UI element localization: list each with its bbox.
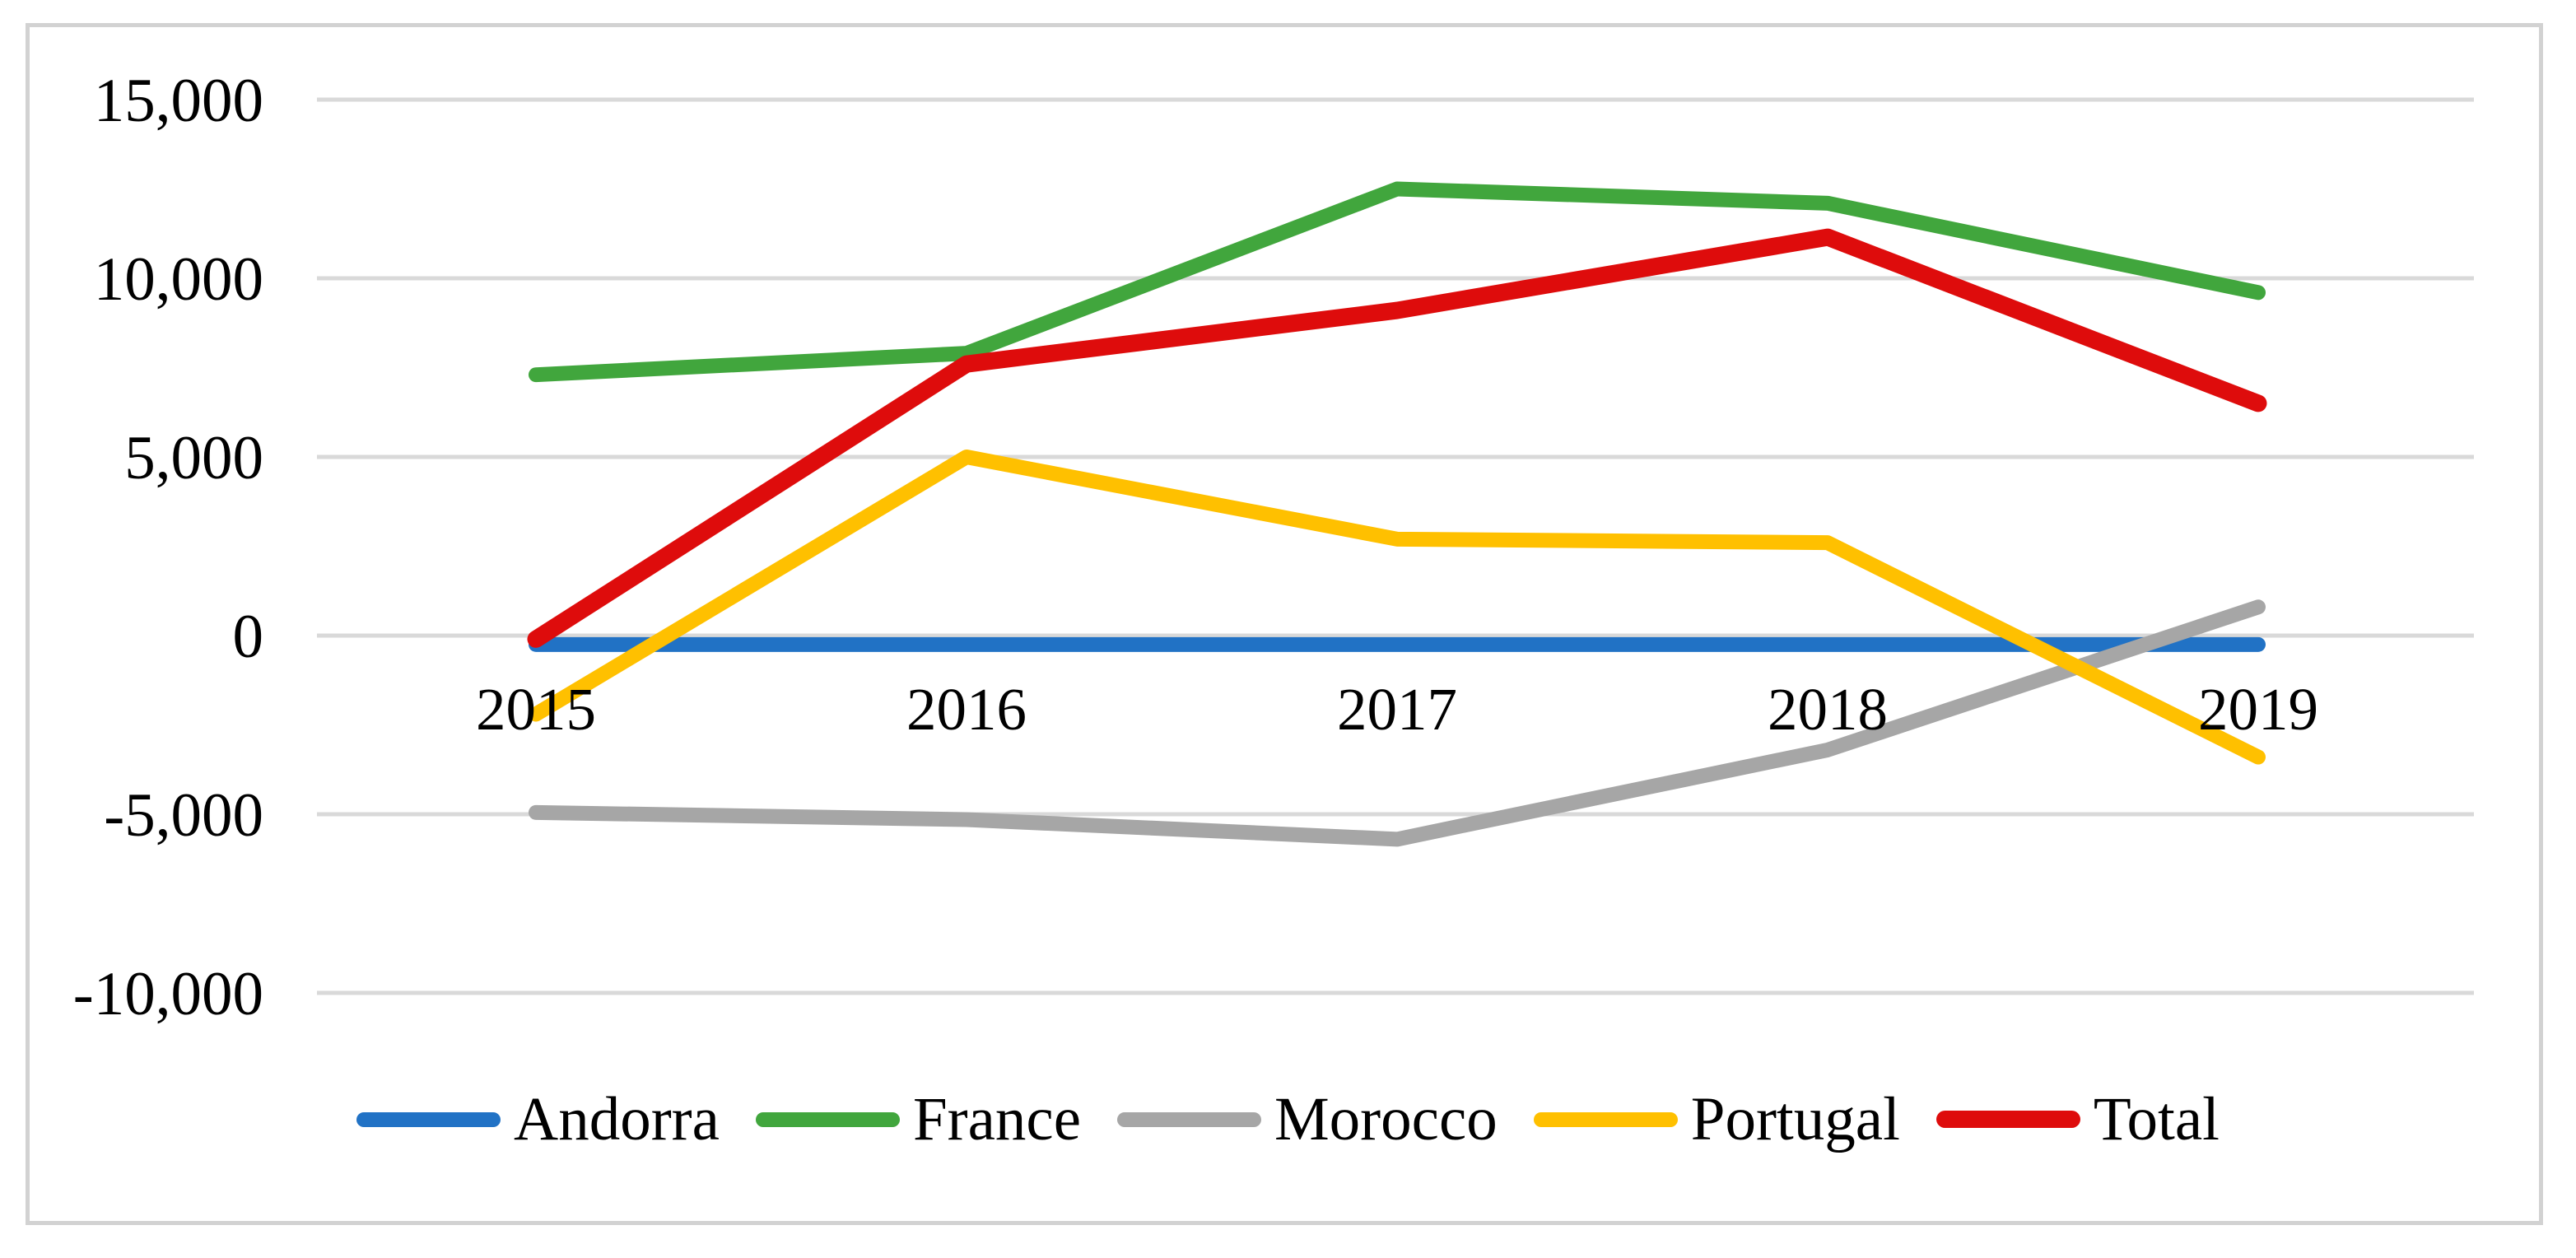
legend-line-marker-portugal	[1533, 1111, 1678, 1127]
series-line-portugal	[529, 450, 2266, 765]
y-axis-tick-label: -5,000	[104, 781, 263, 850]
y-axis-tick-label: 15,000	[94, 67, 263, 135]
y-axis-tick-label: 0	[233, 603, 264, 671]
legend-item-france: France	[755, 1085, 1081, 1153]
x-axis-tick-label: 2019	[2198, 676, 2318, 743]
series-line-morocco	[529, 599, 2266, 847]
legend-label: Morocco	[1274, 1085, 1498, 1153]
series-line-france	[529, 181, 2266, 383]
chart-border-frame	[26, 23, 2543, 1225]
legend-label: France	[912, 1085, 1081, 1153]
series-lines-group	[527, 181, 2267, 847]
legend-label: Portugal	[1690, 1085, 1900, 1153]
legend-item-total: Total	[1935, 1085, 2220, 1153]
legend-item-portugal: Portugal	[1533, 1085, 1900, 1153]
x-axis-labels-group: 2015 2016 2017 2018 2019	[476, 676, 2318, 743]
x-axis-tick-label: 2015	[476, 676, 596, 743]
legend-line-marker-morocco	[1117, 1111, 1261, 1127]
legend-line-marker-france	[755, 1111, 900, 1127]
legend-item-morocco: Morocco	[1117, 1088, 1498, 1150]
x-axis-tick-label: 2018	[1768, 676, 1888, 743]
legend-label: Total	[2093, 1085, 2220, 1153]
legend-label: Andorra	[514, 1085, 720, 1153]
y-axis-labels-group: 15,000 10,000 5,000 0 -5,000 -10,000	[73, 67, 263, 1028]
x-axis-tick-label: 2017	[1337, 676, 1457, 743]
legend-line-marker-total	[1935, 1111, 2080, 1128]
y-axis-tick-label: 10,000	[94, 245, 263, 314]
series-line-total	[527, 228, 2267, 648]
legend-item-andorra: Andorra	[356, 1088, 720, 1150]
y-axis-tick-label: 5,000	[124, 424, 263, 492]
y-axis-tick-label: -10,000	[73, 960, 263, 1028]
chart-legend: Andorra France Morocco Portugal Total	[0, 1088, 2576, 1150]
x-axis-tick-label: 2016	[906, 676, 1027, 743]
legend-line-marker-andorra	[356, 1111, 501, 1127]
